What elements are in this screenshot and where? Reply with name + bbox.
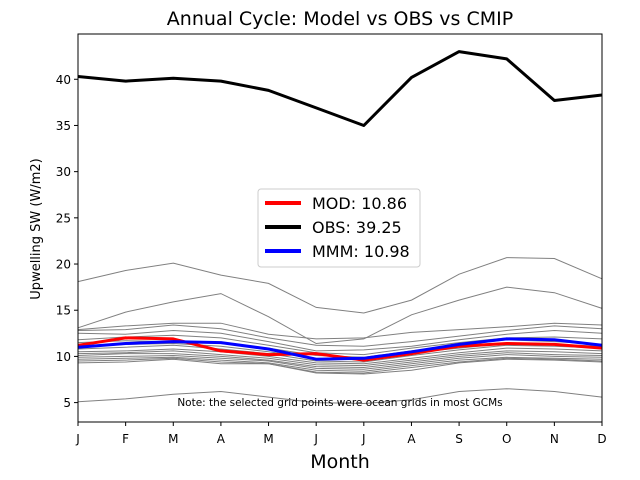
x-tick-label: J (361, 432, 366, 446)
obs-series-line (77, 50, 603, 127)
y-tick-label: 20 (56, 258, 71, 272)
y-tick-label: 10 (56, 350, 71, 364)
mod-series-line (77, 336, 603, 362)
x-tick-label: N (550, 432, 559, 446)
cmip-model-line-13 (77, 354, 603, 370)
legend-label-mmm: MMM: 10.98 (312, 242, 410, 261)
cmip-model-line-14 (77, 356, 603, 372)
x-tick-label: J (75, 432, 80, 446)
chart-annotation: Note: the selected grid points were ocea… (177, 397, 502, 409)
cmip-model-line-10 (77, 347, 603, 365)
cmip-model-line-16 (77, 358, 603, 375)
mmm-series-line (77, 337, 603, 361)
cmip-model-line-11 (77, 350, 603, 367)
y-tick-label: 15 (56, 304, 71, 318)
plot-frame (77, 33, 603, 423)
x-tick-label: M (263, 432, 273, 446)
cmip-model-line-17 (77, 388, 603, 405)
y-tick-label: 35 (56, 119, 71, 133)
x-tick-label: S (455, 432, 463, 446)
y-tick-label: 40 (56, 73, 71, 87)
x-tick-label: O (502, 432, 511, 446)
cmip-model-line-9 (77, 344, 603, 363)
legend-label-mod: MOD: 10.86 (312, 194, 407, 213)
y-tick-label: 30 (56, 165, 71, 179)
x-axis-label: Month (310, 451, 370, 473)
y-tick-label: 5 (63, 396, 71, 410)
cmip-model-line-2 (77, 286, 603, 345)
x-tick-label: A (217, 432, 226, 446)
y-tick-label: 25 (56, 211, 71, 225)
cmip-model-line-12 (77, 352, 603, 369)
legend-label-obs: OBS: 39.25 (312, 218, 402, 237)
y-axis: 5 10 15 20 25 30 35 40 (56, 73, 78, 410)
cmip-model-line-15 (77, 357, 603, 374)
cmip-model-line-5 (77, 329, 603, 352)
plot-lines (77, 50, 603, 405)
legend: MOD: 10.86 OBS: 39.25 MMM: 10.98 (257, 188, 421, 268)
x-tick-label: J (313, 432, 318, 446)
cmip-model-line-4 (77, 324, 603, 347)
y-axis-label: Upwelling SW (W/m2) (29, 158, 44, 299)
x-tick-label: D (597, 432, 606, 446)
x-tick-label: M (168, 432, 178, 446)
cmip-model-line-3 (77, 322, 603, 340)
legend-box (257, 188, 421, 268)
x-tick-label: F (122, 432, 129, 446)
chart-title: Annual Cycle: Model vs OBS vs CMIP (167, 8, 513, 30)
cmip-model-line-1 (77, 257, 603, 314)
x-tick-label: A (407, 432, 416, 446)
